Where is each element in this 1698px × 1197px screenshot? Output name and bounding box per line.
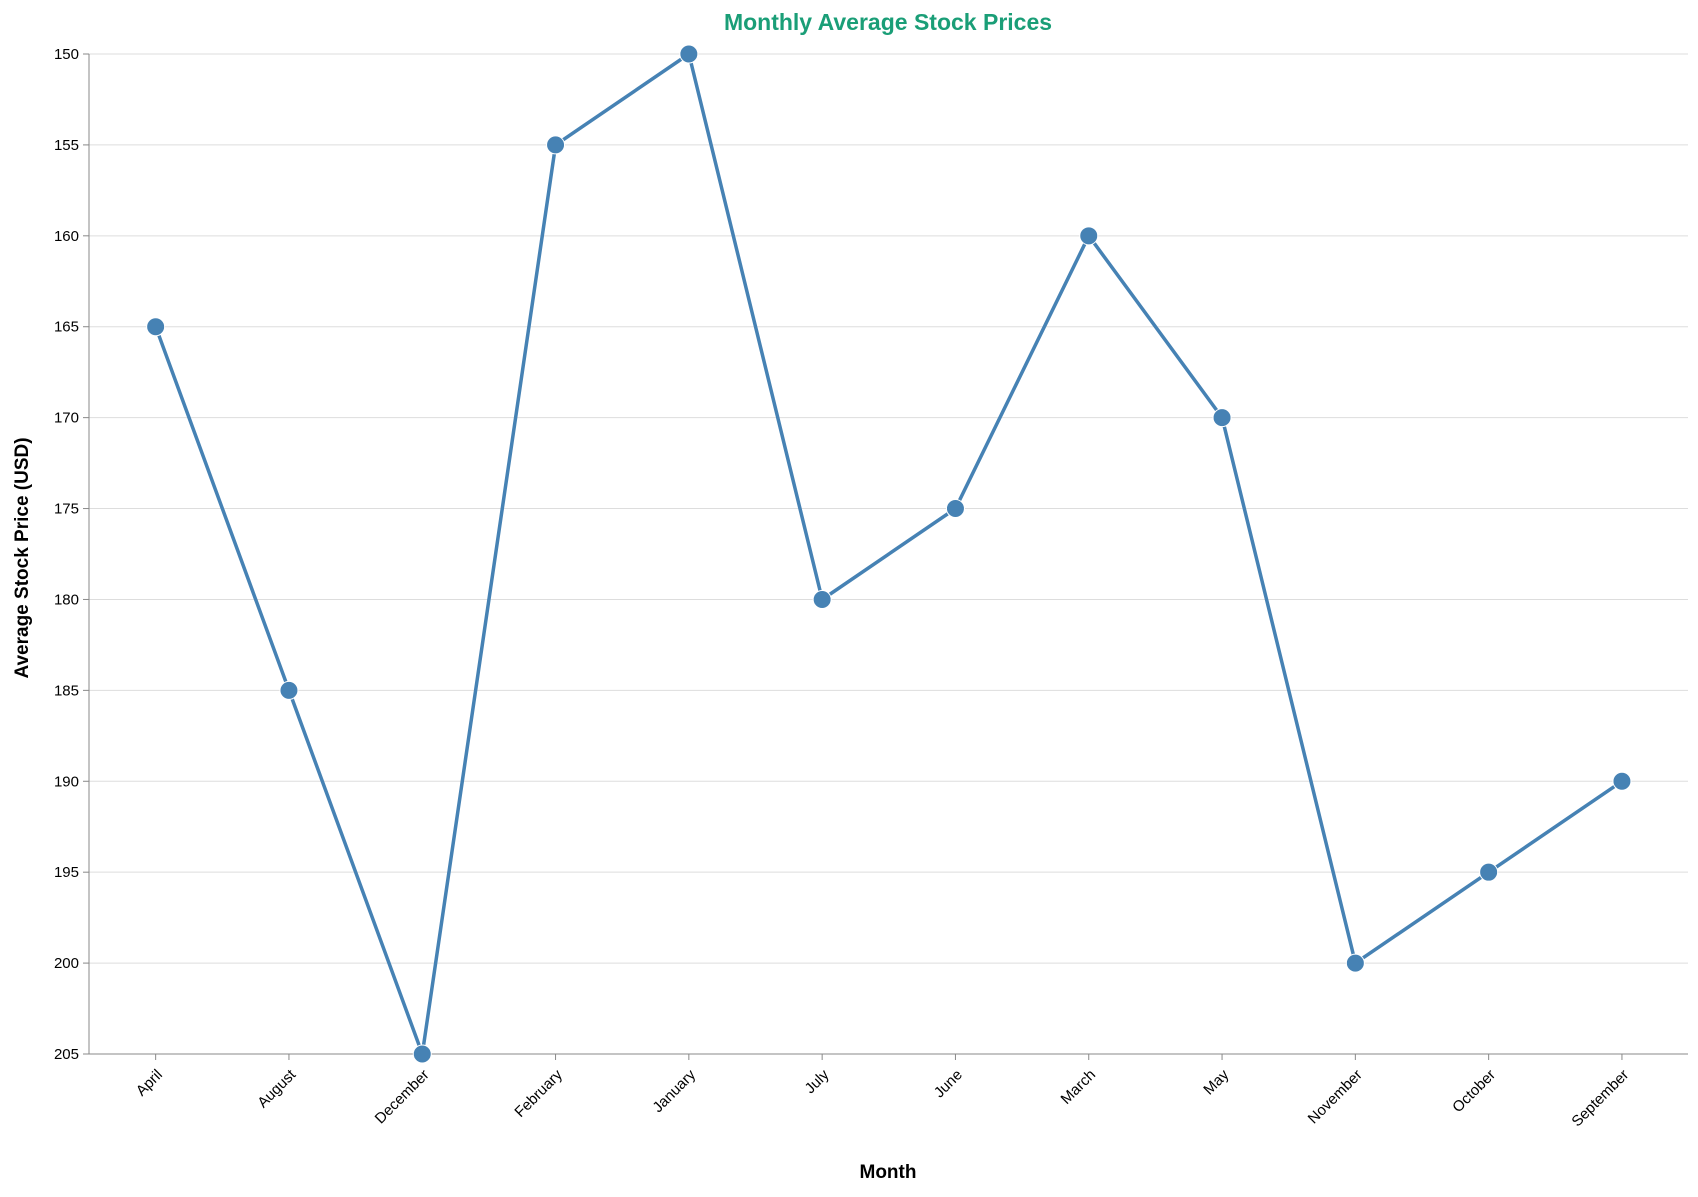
y-tick-label: 170 [54, 410, 79, 427]
series-line [153, 52, 1624, 1056]
x-tick-label: July [802, 1066, 833, 1097]
x-tick-label: March [1058, 1066, 1099, 1107]
x-tick-label: September [1568, 1066, 1632, 1130]
x-tick-label: October [1449, 1066, 1499, 1116]
data-point [279, 680, 299, 700]
x-axis: April August December February January July Ju… [89, 1053, 1688, 1130]
y-tick-label: 150 [54, 46, 79, 63]
data-point [1212, 408, 1232, 428]
x-tick-label: May [1200, 1066, 1232, 1098]
chart-title: Monthly Average Stock Prices [724, 9, 1052, 35]
y-tick-label: 185 [54, 682, 79, 699]
data-point [812, 589, 832, 609]
data-point [1612, 771, 1632, 791]
data-point [945, 499, 965, 519]
data-point [412, 1044, 432, 1064]
x-tick-label: June [931, 1066, 966, 1101]
series-price [146, 44, 1632, 1064]
y-tick-label: 205 [54, 1046, 79, 1063]
y-tick-label: 180 [54, 591, 79, 608]
y-tick-label: 195 [54, 864, 79, 881]
data-point [1479, 862, 1499, 882]
y-axis-title: Average Stock Price (USD) [12, 437, 33, 678]
data-point [146, 317, 166, 337]
y-tick-label: 175 [54, 501, 79, 518]
y-tick-label: 155 [54, 137, 79, 154]
x-axis-title: Month [860, 1162, 917, 1183]
x-tick-label: February [511, 1066, 566, 1121]
x-tick-label: November [1305, 1066, 1366, 1127]
data-point [1345, 953, 1365, 973]
x-tick-label: January [649, 1066, 699, 1116]
y-tick-label: 160 [54, 228, 79, 245]
data-point [1079, 226, 1099, 246]
x-tick-label: August [254, 1066, 300, 1112]
y-tick-label: 190 [54, 773, 79, 790]
data-point [679, 44, 699, 64]
x-tick-label: April [133, 1066, 166, 1099]
y-axis: 150 155 160 165 170 175 180 185 190 195 200 205 [54, 46, 90, 1063]
y-tick-label: 200 [54, 955, 79, 972]
x-tick-label: December [372, 1066, 433, 1127]
data-point [546, 135, 566, 155]
y-tick-label: 165 [54, 319, 79, 336]
